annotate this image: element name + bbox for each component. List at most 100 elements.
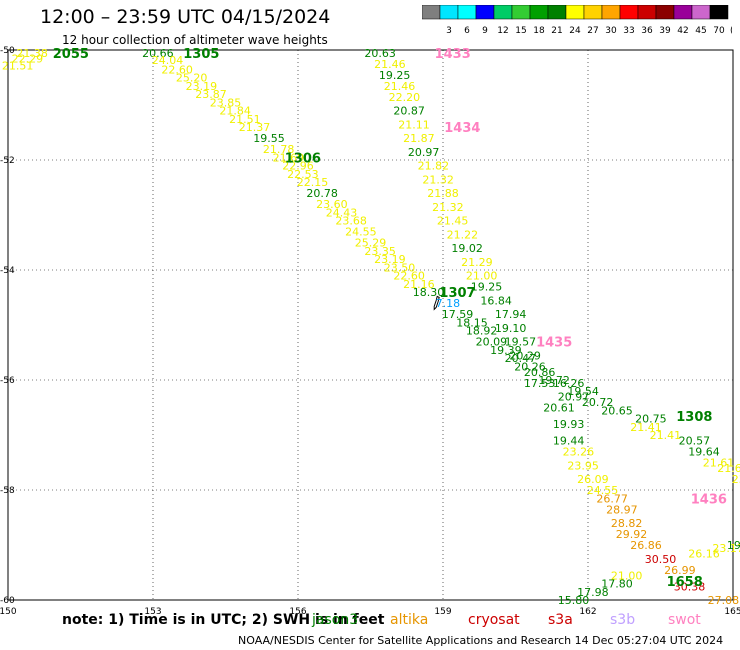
wave-height-label: 28.97 bbox=[606, 503, 638, 516]
wave-height-label: 21.41 bbox=[630, 421, 662, 434]
scale-swatch bbox=[673, 5, 693, 20]
wave-height-label: 23.60 bbox=[316, 198, 348, 211]
mission-s3a: s3a bbox=[548, 612, 573, 628]
wave-height-label: 22.53 bbox=[287, 168, 319, 181]
wave-height-label: 19.02 bbox=[451, 242, 483, 255]
wave-height-label: 20.61 bbox=[543, 402, 575, 415]
wave-height-label: 20.75 bbox=[635, 413, 667, 426]
scale-swatch bbox=[691, 5, 711, 20]
wave-height-label: 20.26 bbox=[514, 360, 546, 373]
wave-height-label: 21.84 bbox=[219, 105, 251, 118]
pass-time-label: 1307 bbox=[439, 286, 475, 301]
scale-tick-label: 12 bbox=[497, 26, 508, 36]
wave-height-label: 17.53 bbox=[524, 377, 556, 390]
scale-tick-label: 6 bbox=[464, 26, 470, 36]
wave-height-label: 21.32 bbox=[422, 173, 454, 186]
wave-height-label: 19.25 bbox=[471, 281, 503, 294]
wave-height-label: 21.69 bbox=[273, 151, 305, 164]
wave-height-label: 23.85 bbox=[210, 96, 242, 109]
lat-tick-label: -52 bbox=[0, 156, 15, 166]
wave-height-label: 22.29 bbox=[12, 52, 44, 65]
lat-tick-label: -58 bbox=[0, 486, 15, 496]
wave-height-label: 20.78 bbox=[306, 187, 338, 200]
wave-height-label: 20.97 bbox=[408, 146, 440, 159]
wave-height-label: 19.88 bbox=[727, 539, 740, 552]
wave-height-label: 17.59 bbox=[442, 308, 474, 321]
scale-swatch bbox=[439, 5, 459, 20]
scale-tick-label: 70 bbox=[713, 26, 725, 36]
wave-height-label: 21.38 bbox=[16, 47, 48, 60]
footer-note: note: 1) Time is in UTC; 2) SWH is in fe… bbox=[62, 612, 385, 628]
scale-swatch bbox=[529, 5, 549, 20]
wave-height-label: 19.57 bbox=[505, 336, 537, 349]
map-title: 12:00 – 23:59 UTC 04/15/2024 bbox=[40, 6, 331, 28]
wave-height-label: 26.16 bbox=[688, 547, 720, 560]
island-outline bbox=[433, 295, 440, 311]
pass-time-label: 2055 bbox=[53, 47, 89, 62]
wave-height-label: 20.97 bbox=[558, 391, 590, 404]
wave-height-label: 24.04 bbox=[152, 54, 184, 67]
lon-tick-label: 153 bbox=[144, 607, 161, 617]
scale-swatch bbox=[511, 5, 531, 20]
wave-height-label: 26.86 bbox=[630, 539, 662, 552]
wave-height-label: 17.80 bbox=[601, 578, 633, 591]
scale-tick-label: 42 bbox=[677, 26, 688, 36]
scale-swatch bbox=[475, 5, 495, 20]
wave-height-label: 22.15 bbox=[297, 176, 329, 189]
wave-height-label: 24.55 bbox=[587, 484, 619, 497]
wave-height-label: 19.39 bbox=[490, 344, 522, 357]
wave-height-label: 20.57 bbox=[679, 435, 711, 448]
wave-height-label: 22.60 bbox=[161, 63, 193, 76]
scale-tick-label: 45 bbox=[695, 26, 706, 36]
wave-height-label: 21.22 bbox=[447, 228, 479, 241]
mission-jason3: jason3 bbox=[312, 612, 359, 628]
map-frame bbox=[7, 49, 734, 601]
wave-height-label: 20.47 bbox=[505, 352, 537, 365]
wave-height-label: 21.78 bbox=[263, 143, 295, 156]
wave-height-label: 21.88 bbox=[427, 187, 459, 200]
wave-height-label: 19.64 bbox=[688, 446, 720, 459]
scale-swatch bbox=[457, 5, 477, 20]
scale-tick-label: 9 bbox=[482, 26, 488, 36]
wave-height-label: 23.19 bbox=[374, 253, 406, 266]
scale-tick-label: 18 bbox=[533, 26, 545, 36]
pass-time-label: 1433 bbox=[435, 47, 471, 62]
scale-swatch bbox=[637, 5, 657, 20]
mission-cryosat: cryosat bbox=[468, 612, 520, 628]
wave-height-label: 23.50 bbox=[384, 261, 416, 274]
wave-height-label: 24.55 bbox=[345, 226, 377, 239]
scale-tick-label: 21 bbox=[551, 26, 562, 36]
wave-height-label: 21.46 bbox=[384, 80, 416, 93]
wave-height-label: 20.29 bbox=[509, 349, 541, 362]
wave-height-label: 30.50 bbox=[645, 553, 677, 566]
pass-time-label: 1435 bbox=[536, 336, 572, 351]
wave-height-label: 24.43 bbox=[326, 206, 358, 219]
lon-tick-label: 150 bbox=[0, 607, 17, 617]
wave-height-label: 23.18 bbox=[732, 473, 740, 486]
pass-time-label: 1658 bbox=[667, 575, 703, 590]
pass-time-label: 1305 bbox=[183, 47, 219, 62]
wave-height-label: 20.65 bbox=[601, 404, 633, 417]
scale-tick-label: 15 bbox=[515, 26, 526, 36]
wave-height-label: 21.82 bbox=[418, 160, 450, 173]
lon-tick-label: 159 bbox=[434, 607, 451, 617]
scale-swatch bbox=[583, 5, 603, 20]
mission-swot: swot bbox=[668, 612, 701, 628]
wave-height-label: 21.51 bbox=[2, 59, 34, 72]
scale-tick-label: 24 bbox=[569, 26, 581, 36]
scale-swatch bbox=[422, 5, 441, 20]
wave-height-label: 21.32 bbox=[432, 201, 464, 214]
wave-height-label: 27.08 bbox=[708, 594, 740, 607]
wave-height-label: 23.68 bbox=[335, 215, 367, 228]
wave-height-label: 21.37 bbox=[239, 121, 271, 134]
wave-height-label: 26.99 bbox=[664, 564, 696, 577]
scale-swatch bbox=[655, 5, 675, 20]
wave-height-label: 17.98 bbox=[577, 586, 609, 599]
wave-height-label: 25.20 bbox=[176, 72, 208, 85]
scale-swatch bbox=[547, 5, 567, 20]
scale-swatch bbox=[709, 5, 729, 20]
scale-swatch bbox=[601, 5, 621, 20]
map-subtitle: 12 hour collection of altimeter wave hei… bbox=[62, 33, 328, 47]
wave-height-label: 7.18 bbox=[436, 297, 461, 310]
scale-unit: (ft) bbox=[730, 26, 732, 36]
